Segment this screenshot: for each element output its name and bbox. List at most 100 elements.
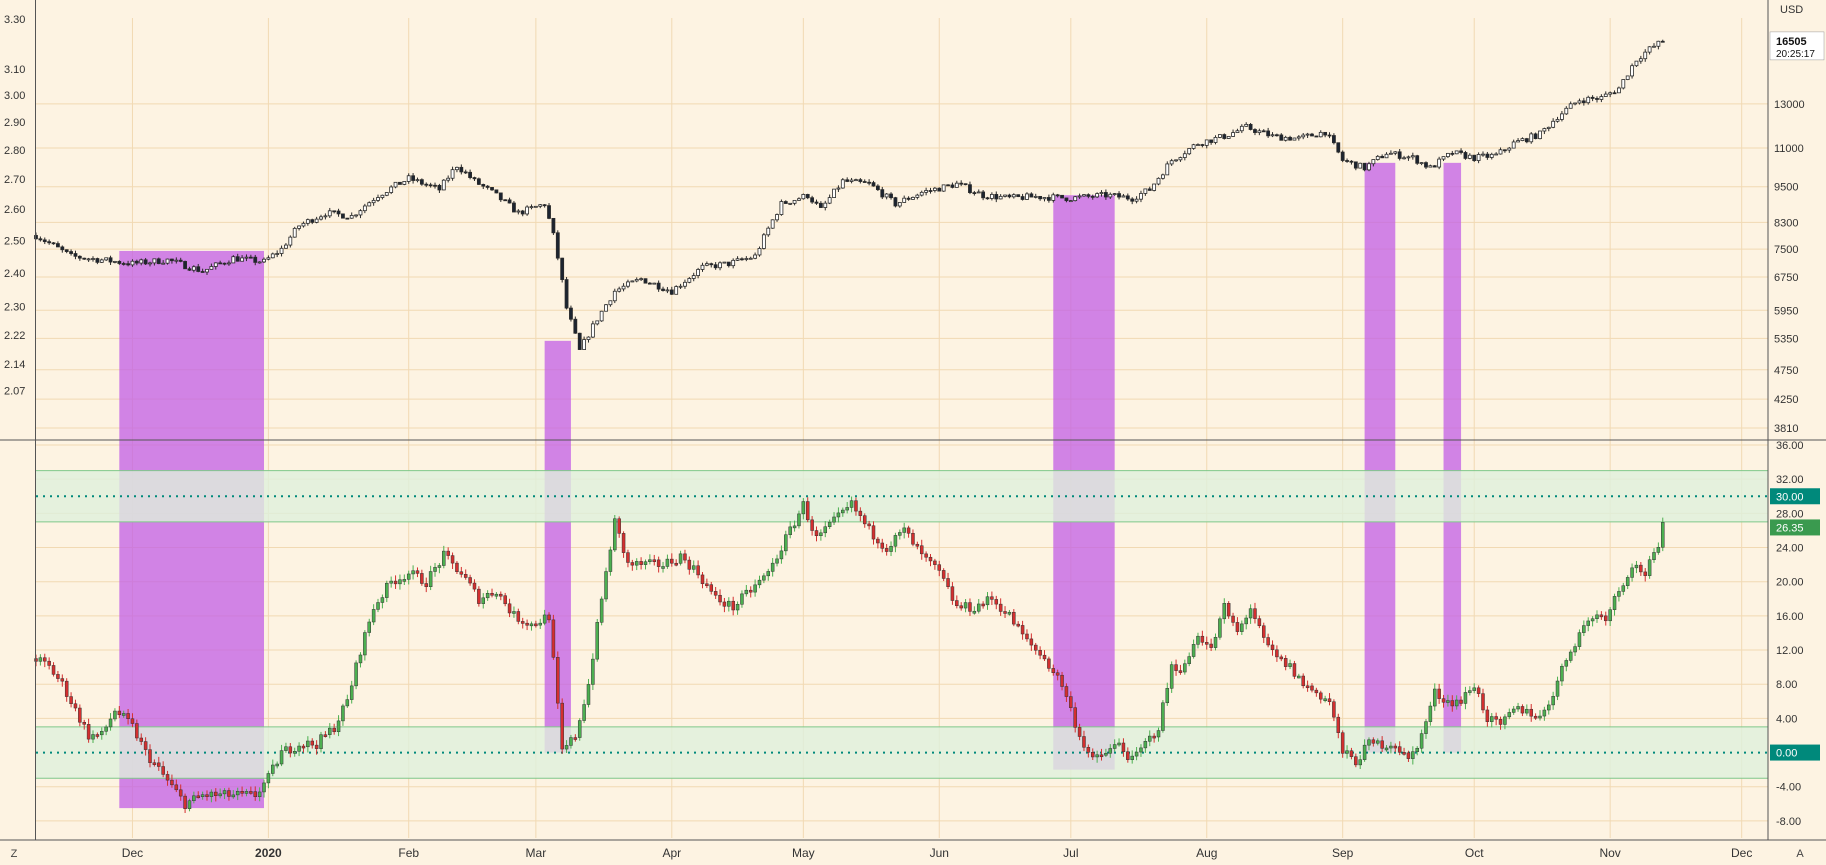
osc-bar[interactable] (1551, 696, 1555, 706)
osc-bar[interactable] (1323, 698, 1327, 702)
price-candle[interactable] (494, 189, 499, 194)
price-candle[interactable] (1450, 152, 1455, 155)
osc-bar[interactable] (1073, 707, 1077, 728)
osc-bar[interactable] (1384, 747, 1389, 751)
osc-bar[interactable] (262, 782, 266, 793)
osc-bar[interactable] (1604, 615, 1608, 622)
price-candle[interactable] (174, 259, 179, 262)
osc-bar[interactable] (941, 570, 946, 579)
price-candle[interactable] (1380, 155, 1385, 159)
price-candle[interactable] (248, 256, 253, 259)
price-candle[interactable] (1406, 156, 1411, 159)
price-candle[interactable] (1038, 195, 1043, 200)
osc-bar[interactable] (43, 657, 47, 662)
price-candle[interactable] (1231, 132, 1235, 137)
price-candle[interactable] (244, 256, 249, 259)
price-candle[interactable] (950, 184, 955, 188)
osc-bar[interactable] (108, 718, 113, 728)
osc-bar[interactable] (1191, 644, 1196, 657)
osc-bar[interactable] (271, 764, 275, 774)
osc-bar[interactable] (1222, 603, 1227, 620)
price-candle[interactable] (832, 188, 836, 198)
price-candle[interactable] (582, 339, 587, 350)
price-candle[interactable] (1200, 144, 1205, 146)
osc-bar[interactable] (687, 559, 692, 570)
price-candle[interactable] (1375, 155, 1380, 160)
price-candle[interactable] (875, 185, 880, 191)
osc-bar[interactable] (626, 552, 630, 563)
price-candle[interactable] (963, 183, 968, 186)
price-candle[interactable] (143, 259, 148, 265)
price-candle[interactable] (235, 256, 240, 262)
osc-bar[interactable] (78, 707, 82, 723)
osc-bar[interactable] (560, 702, 564, 750)
price-candle[interactable] (358, 210, 363, 216)
osc-bar[interactable] (371, 609, 376, 623)
osc-bar[interactable] (722, 601, 727, 607)
price-candle[interactable] (906, 197, 911, 200)
price-candle[interactable] (354, 214, 358, 217)
osc-bar[interactable] (617, 518, 621, 534)
osc-bar[interactable] (753, 584, 757, 593)
price-candle[interactable] (1292, 137, 1297, 141)
price-candle[interactable] (1143, 188, 1148, 194)
price-candle[interactable] (380, 194, 385, 198)
price-candle[interactable] (1064, 197, 1069, 202)
osc-bar[interactable] (459, 571, 464, 575)
osc-bar[interactable] (1415, 747, 1419, 752)
price-candle[interactable] (95, 258, 100, 263)
osc-bar[interactable] (499, 593, 503, 597)
price-candle[interactable] (937, 187, 942, 192)
osc-bar[interactable] (1380, 740, 1384, 749)
osc-bar[interactable] (135, 723, 139, 739)
price-candle[interactable] (253, 256, 258, 263)
osc-bar[interactable] (367, 621, 371, 633)
price-candle[interactable] (599, 310, 604, 322)
osc-bar[interactable] (266, 773, 271, 784)
osc-bar[interactable] (1183, 663, 1187, 673)
price-candle[interactable] (1643, 51, 1648, 60)
price-candle[interactable] (1446, 152, 1450, 158)
price-candle[interactable] (1560, 113, 1564, 120)
osc-bar[interactable] (1454, 699, 1459, 707)
price-candle[interactable] (1524, 138, 1529, 143)
price-candle[interactable] (270, 253, 275, 259)
price-candle[interactable] (1533, 133, 1538, 140)
osc-bar[interactable] (784, 534, 788, 552)
osc-bar[interactable] (1104, 752, 1108, 756)
price-candle[interactable] (1520, 138, 1525, 141)
price-candle[interactable] (1424, 162, 1428, 168)
price-candle[interactable] (437, 185, 442, 191)
osc-bar[interactable] (1507, 712, 1512, 718)
price-candle[interactable] (455, 166, 459, 171)
price-candle[interactable] (1494, 153, 1499, 156)
osc-bar[interactable] (1608, 609, 1612, 622)
osc-bar[interactable] (1279, 656, 1284, 660)
osc-bar[interactable] (279, 750, 284, 765)
osc-bar[interactable] (297, 745, 301, 752)
osc-bar[interactable] (406, 573, 411, 580)
osc-bar[interactable] (981, 603, 985, 607)
price-candle[interactable] (1638, 58, 1643, 62)
price-candle[interactable] (630, 280, 635, 283)
price-candle[interactable] (1336, 142, 1341, 153)
osc-bar[interactable] (919, 545, 924, 555)
osc-bar[interactable] (1270, 644, 1275, 651)
price-candle[interactable] (827, 197, 832, 204)
osc-bar[interactable] (472, 582, 477, 590)
price-candle[interactable] (38, 238, 43, 241)
osc-bar[interactable] (249, 791, 253, 794)
price-candle[interactable] (1467, 154, 1472, 159)
price-candle[interactable] (1235, 130, 1240, 133)
osc-bar[interactable] (1055, 672, 1060, 676)
price-candle[interactable] (1239, 125, 1244, 132)
osc-bar[interactable] (718, 594, 722, 603)
price-candle[interactable] (275, 253, 280, 255)
price-candle[interactable] (1432, 165, 1437, 168)
osc-bar[interactable] (1494, 716, 1498, 720)
osc-bar[interactable] (301, 745, 306, 749)
price-candle[interactable] (503, 199, 508, 202)
osc-bar[interactable] (1393, 745, 1398, 749)
osc-bar[interactable] (227, 790, 231, 797)
price-candle[interactable] (1327, 134, 1332, 137)
